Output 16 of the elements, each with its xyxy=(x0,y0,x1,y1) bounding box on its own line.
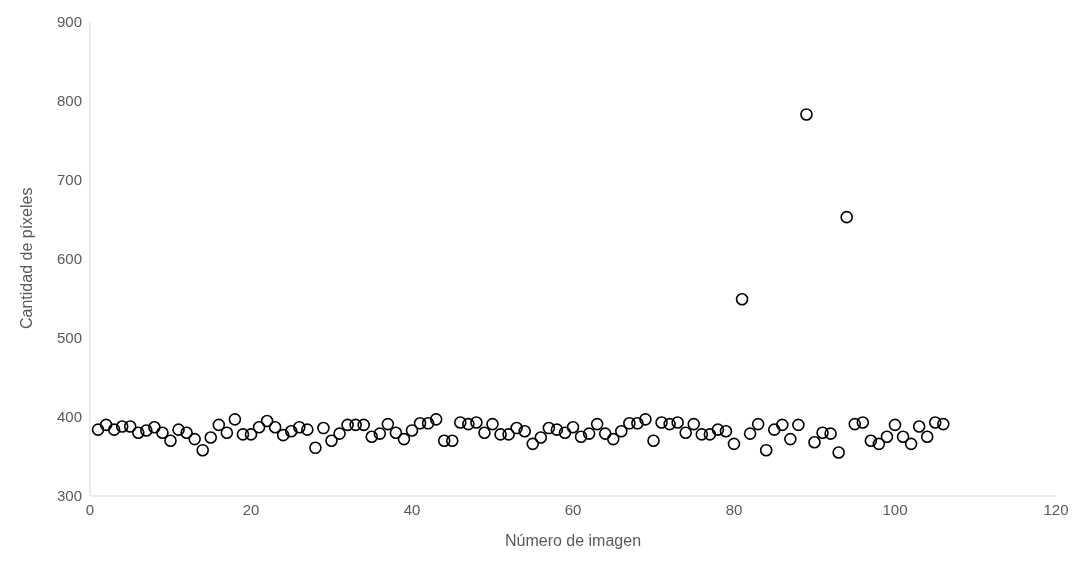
y-tick-label: 500 xyxy=(56,329,82,347)
y-axis-title: Cantidad de píxeles xyxy=(17,187,35,329)
y-tick-label: 900 xyxy=(56,13,82,31)
y-tick-label: 400 xyxy=(56,408,82,426)
x-tick-label: 120 xyxy=(1043,500,1069,518)
x-tick-label: 60 xyxy=(564,500,582,518)
y-tick-label: 600 xyxy=(56,250,82,268)
x-tick-label: 20 xyxy=(242,500,260,518)
x-tick-label: 80 xyxy=(725,500,743,518)
y-tick-label: 300 xyxy=(56,487,82,505)
x-tick-label: 0 xyxy=(85,500,95,518)
x-axis-title: Número de imagen xyxy=(504,532,642,549)
x-tick-label: 40 xyxy=(403,500,421,518)
y-tick-label: 700 xyxy=(56,171,82,189)
x-tick-label: 100 xyxy=(882,500,908,518)
y-tick-label: 800 xyxy=(56,92,82,110)
